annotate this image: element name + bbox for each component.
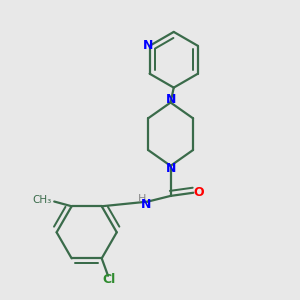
Text: N: N	[143, 39, 153, 52]
Text: N: N	[165, 94, 176, 106]
Text: N: N	[165, 162, 176, 175]
Text: N: N	[141, 198, 152, 211]
Text: Cl: Cl	[102, 273, 116, 286]
Text: H: H	[138, 194, 146, 204]
Text: CH₃: CH₃	[32, 195, 52, 205]
Text: O: O	[194, 186, 204, 199]
